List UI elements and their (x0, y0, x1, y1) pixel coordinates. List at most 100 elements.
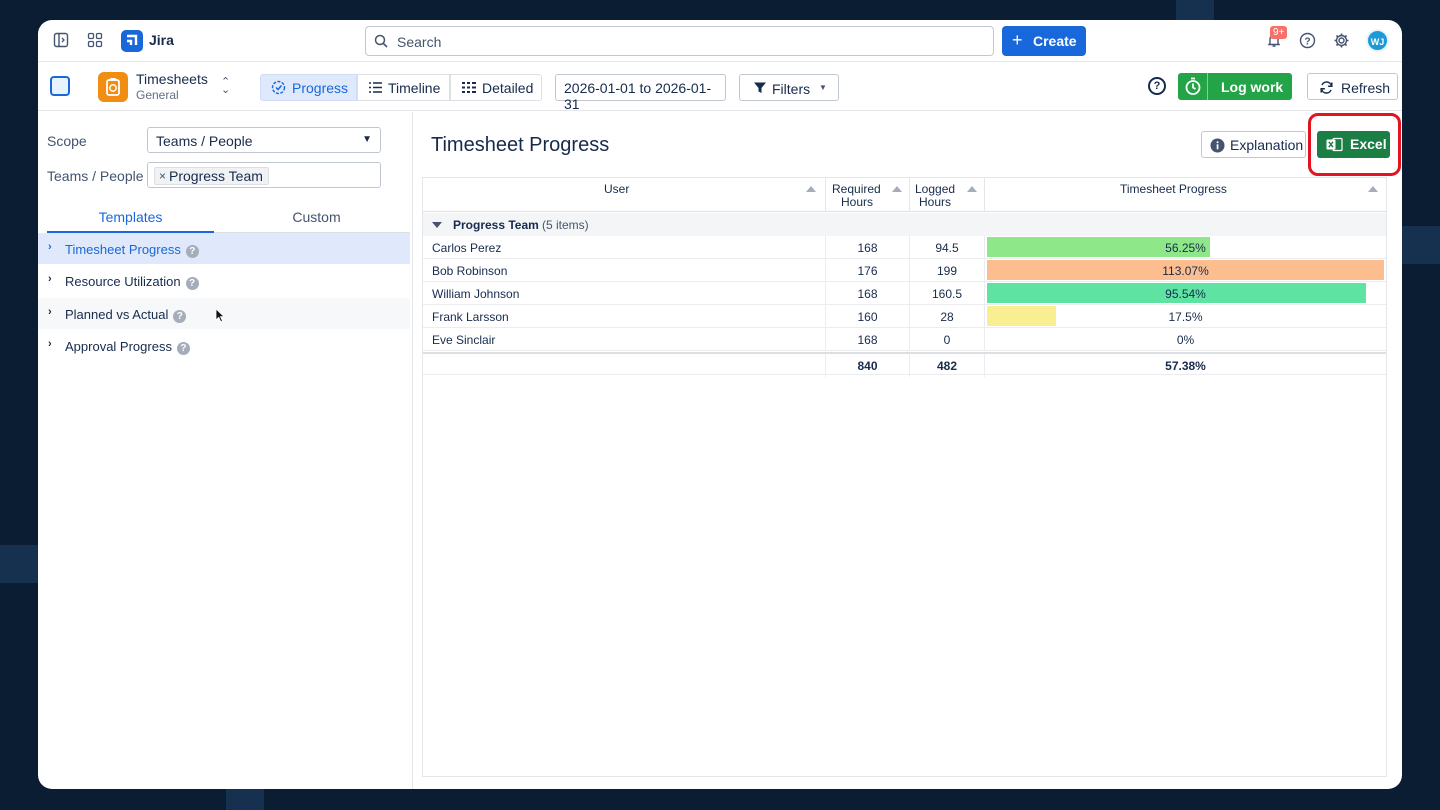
chevron-down-icon: ▼ (362, 134, 372, 145)
background-decoration (1402, 226, 1440, 264)
sort-ascending-icon[interactable] (806, 186, 816, 192)
sort-ascending-icon[interactable] (967, 186, 977, 192)
notifications-count-badge: 9+ (1270, 26, 1288, 39)
progress-check-icon (271, 80, 286, 98)
column-header-required-hours[interactable]: Required Hours (826, 177, 910, 212)
info-icon (1210, 138, 1225, 156)
user-name-cell[interactable]: Eve Sinclair (423, 328, 826, 351)
tab-templates[interactable]: Templates (98, 209, 163, 225)
user-avatar[interactable]: WJ (1366, 29, 1389, 52)
app-switcher-icon[interactable] (87, 32, 105, 50)
explanation-button[interactable]: Explanation (1201, 131, 1306, 158)
user-name-cell[interactable]: Frank Larsson (423, 305, 826, 328)
sort-ascending-icon[interactable] (892, 186, 902, 192)
info-question-icon[interactable]: ? (176, 342, 190, 355)
chevron-right-icon: › (48, 306, 52, 318)
required-hours-cell: 168 (826, 282, 910, 305)
column-header-logged-hours[interactable]: Logged Hours (910, 177, 985, 212)
collapse-triangle-icon[interactable] (432, 222, 442, 228)
totals-logged-hours: 482 (910, 354, 985, 377)
tab-timeline[interactable]: Timeline (357, 74, 450, 101)
list-icon (368, 80, 383, 98)
excel-export-button[interactable]: Excel (1317, 131, 1390, 158)
tab-detailed[interactable]: Detailed (450, 74, 542, 101)
progress-cell: 95.54% (985, 282, 1386, 305)
template-item-timesheet-progress[interactable]: › Timesheet Progress? (38, 233, 410, 264)
filters-label: Filters (772, 81, 811, 97)
template-label: Approval Progress (65, 339, 172, 354)
panel-toggle-icon[interactable] (50, 76, 70, 96)
remove-chip-icon[interactable]: × (159, 169, 167, 183)
progress-bar (987, 306, 1056, 326)
log-work-button[interactable]: Log work (1178, 73, 1292, 100)
column-header-label: Logged (915, 182, 956, 196)
column-header-label: User (604, 182, 630, 196)
timesheets-app-icon (98, 72, 128, 102)
create-button-label: Create (1033, 33, 1077, 49)
column-header-label: Timesheet Progress (1120, 182, 1227, 196)
info-question-icon[interactable]: ? (185, 245, 199, 258)
table-row[interactable]: Carlos Perez 168 94.5 56.25% (423, 236, 1386, 259)
active-tab-indicator (47, 231, 214, 233)
tab-custom[interactable]: Custom (292, 209, 341, 225)
progress-cell: 17.5% (985, 305, 1386, 328)
required-hours-cell: 176 (826, 259, 910, 282)
user-name-cell[interactable]: William Johnson (423, 282, 826, 305)
page-title: Timesheet Progress (431, 134, 610, 156)
sort-ascending-icon[interactable] (1368, 186, 1378, 192)
search-input[interactable]: Search (365, 26, 994, 56)
svg-text:?: ? (1304, 36, 1310, 47)
template-label: Resource Utilization (65, 274, 181, 289)
table-row[interactable]: Bob Robinson 176 199 113.07% (423, 259, 1386, 282)
settings-gear-icon[interactable] (1333, 32, 1351, 50)
progress-cell: 56.25% (985, 236, 1386, 259)
sidebar-expand-icon[interactable] (53, 32, 71, 50)
column-header-label: Required (832, 182, 881, 196)
user-name-cell[interactable]: Bob Robinson (423, 259, 826, 282)
tab-progress[interactable]: Progress (260, 74, 357, 101)
template-item-approval-progress[interactable]: › Approval Progress? (38, 330, 410, 361)
logged-hours-cell: 160.5 (910, 282, 985, 305)
progress-cell: 0% (985, 328, 1386, 351)
column-header-label: Hours (841, 195, 874, 209)
user-name-cell[interactable]: Carlos Perez (423, 236, 826, 259)
group-row-progress-team[interactable]: Progress Team (5 items) (423, 213, 1386, 236)
timesheets-title[interactable]: Timesheets (136, 71, 208, 87)
template-item-planned-vs-actual[interactable]: › Planned vs Actual? (38, 298, 410, 329)
selected-team-label: Progress Team (169, 168, 263, 184)
background-decoration (1176, 0, 1214, 20)
info-question-icon[interactable]: ? (185, 277, 199, 290)
background-decoration (226, 789, 264, 810)
help-icon[interactable]: ? (1148, 77, 1166, 95)
app-name[interactable]: Jira (149, 32, 174, 48)
logged-hours-cell: 28 (910, 305, 985, 328)
project-switcher-chevron-icon[interactable]: ⌃ ⌄ (221, 76, 231, 96)
teams-people-picker[interactable]: × Progress Team (147, 162, 381, 188)
required-hours-cell: 168 (826, 328, 910, 351)
plus-icon: + (1012, 30, 1023, 50)
table-row[interactable]: Eve Sinclair 168 0 0% (423, 328, 1386, 351)
tab-progress-label: Progress (292, 80, 349, 96)
filters-dropdown[interactable]: Filters ▼ (739, 74, 839, 101)
progress-percent: 113.07% (1162, 264, 1209, 278)
column-header-timesheet-progress[interactable]: Timesheet Progress (985, 177, 1386, 212)
progress-percent: 0% (1176, 333, 1195, 347)
help-icon[interactable]: ? (1299, 32, 1317, 50)
report-settings-panel: Scope Teams / People ▼ Teams / People × … (38, 112, 413, 789)
info-question-icon[interactable]: ? (173, 310, 187, 323)
table-row[interactable]: Frank Larsson 160 28 17.5% (423, 305, 1386, 328)
template-label: Timesheet Progress (65, 242, 181, 257)
scope-select[interactable]: Teams / People ▼ (147, 127, 381, 153)
progress-bar (987, 283, 1366, 303)
filter-funnel-icon (753, 81, 767, 98)
refresh-button[interactable]: Refresh (1307, 73, 1398, 100)
logged-hours-cell: 0 (910, 328, 985, 351)
create-button[interactable]: + Create (1002, 26, 1086, 56)
column-header-user[interactable]: User (423, 177, 826, 212)
date-range-picker[interactable]: 2026-01-01 to 2026-01-31 (555, 74, 726, 112)
scope-label: Scope (47, 133, 87, 149)
table-row[interactable]: William Johnson 168 160.5 95.54% (423, 282, 1386, 305)
template-item-resource-utilization[interactable]: › Resource Utilization? (38, 265, 410, 296)
selected-team-chip: × Progress Team (154, 167, 269, 185)
jira-logo-icon[interactable] (121, 30, 143, 52)
